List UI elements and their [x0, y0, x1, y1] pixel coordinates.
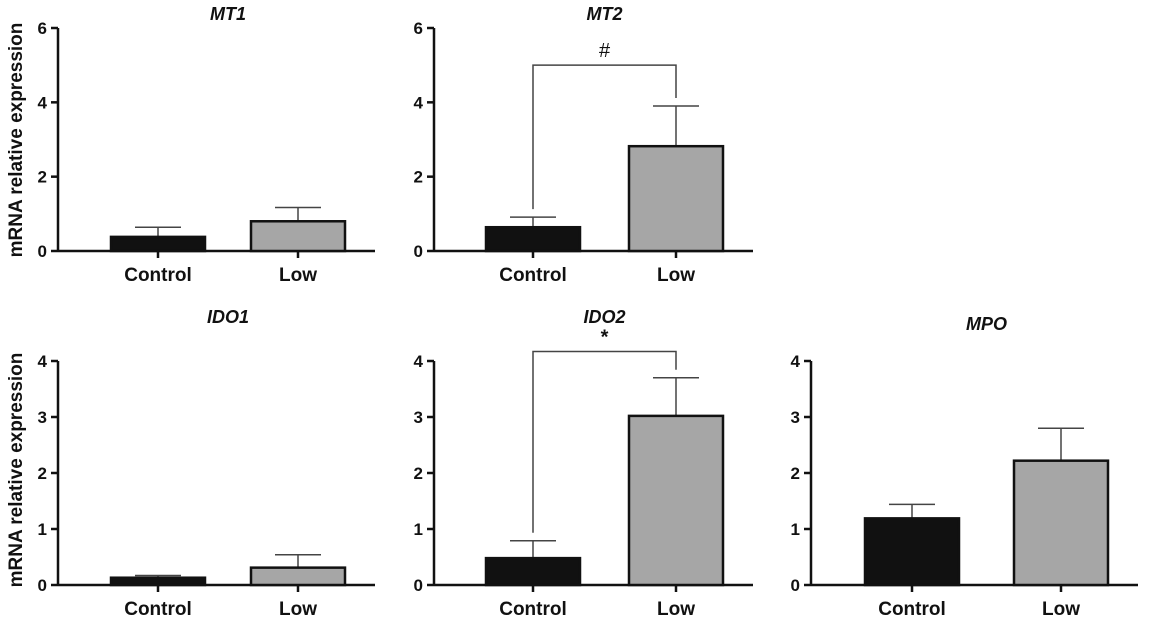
bar-low	[249, 220, 347, 253]
y-tick-label: 1	[791, 520, 800, 539]
y-tick-label: 0	[791, 576, 800, 595]
x-category-label: Low	[1042, 599, 1080, 618]
panel-title: MT2	[587, 4, 623, 24]
panel-mpo: MPO 0 1 2 3 4 Control Low	[791, 314, 1138, 618]
significance-label: *	[601, 326, 609, 348]
y-tick-label: 4	[791, 352, 801, 371]
x-category-label: Low	[657, 265, 695, 286]
y-tick-label: 2	[38, 168, 47, 187]
panel-ido2: IDO2 0 1 2 3 4 Control Low *	[414, 307, 753, 618]
panel-title: IDO1	[207, 307, 249, 327]
significance-label: #	[599, 40, 611, 62]
y-tick-label: 1	[38, 520, 47, 539]
significance-bracket	[532, 64, 677, 210]
panel-title: MPO	[966, 314, 1007, 334]
y-tick-label: 0	[414, 576, 423, 595]
bar-control	[484, 556, 582, 587]
y-tick-label: 3	[38, 408, 47, 427]
y-tick-label: 4	[38, 352, 48, 371]
y-tick-label: 4	[414, 93, 424, 112]
panel-title: MT1	[210, 4, 246, 24]
y-axis-label-top: mRNA relative expression	[6, 23, 27, 258]
x-category-label: Control	[124, 265, 192, 286]
bar-control	[863, 517, 961, 587]
y-tick-label: 0	[38, 576, 47, 595]
y-axis-label-bottom: mRNA relative expression	[6, 353, 27, 588]
panel-ido1: IDO1 0 1 2 3 4 Control Low	[38, 307, 375, 618]
x-category-label: Control	[124, 599, 192, 618]
x-category-label: Low	[279, 599, 317, 618]
y-tick-label: 1	[414, 520, 423, 539]
bar-low	[627, 414, 725, 587]
x-category-label: Control	[499, 265, 567, 286]
y-tick-label: 2	[414, 168, 423, 187]
y-tick-label: 0	[38, 242, 47, 261]
bar-low	[249, 566, 347, 587]
bar-low	[627, 144, 725, 253]
x-category-label: Control	[499, 599, 567, 618]
y-tick-label: 6	[38, 19, 47, 38]
y-tick-label: 6	[414, 19, 423, 38]
y-tick-label: 4	[414, 352, 424, 371]
panel-mt2: MT2 0 2 4 6 Control Low #	[414, 4, 753, 286]
bar-control	[109, 576, 207, 587]
bar-control	[109, 235, 207, 253]
panel-mt1: MT1 0 2 4 6 Control Low	[38, 4, 375, 286]
x-category-label: Control	[878, 599, 946, 618]
x-category-label: Low	[279, 265, 317, 286]
y-tick-label: 2	[38, 464, 47, 483]
y-tick-label: 3	[791, 408, 800, 427]
significance-bracket	[532, 350, 677, 533]
panel-title: IDO2	[583, 307, 625, 327]
y-tick-label: 3	[414, 408, 423, 427]
y-tick-label: 4	[38, 93, 48, 112]
y-tick-label: 0	[414, 242, 423, 261]
x-category-label: Low	[657, 599, 695, 618]
bar-low	[1012, 459, 1110, 587]
y-tick-label: 2	[791, 464, 800, 483]
y-tick-label: 2	[414, 464, 423, 483]
bar-control	[484, 225, 582, 253]
